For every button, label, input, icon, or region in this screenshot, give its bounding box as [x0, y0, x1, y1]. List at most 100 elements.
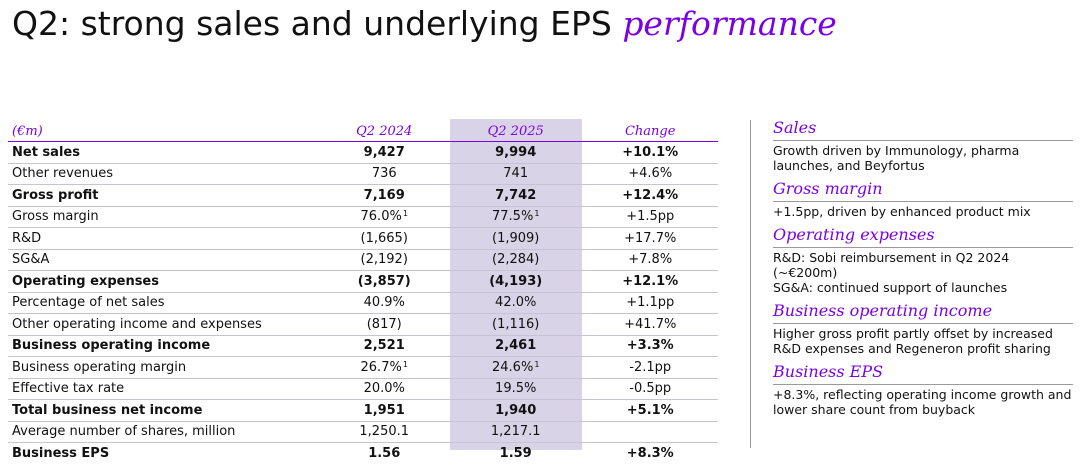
table-row: Business operating margin 26.7%1 24.6%1 -2.… — [8, 356, 718, 379]
cell-q2-2025: 1,217.1 — [448, 421, 583, 443]
note-heading: Operating expenses — [773, 225, 1073, 248]
cell-q2-2025: 42.0% — [448, 292, 583, 314]
header-q2-2025: Q2 2025 — [448, 121, 583, 142]
cell-change: +12.1% — [582, 270, 718, 293]
cell-change: +1.1pp — [582, 292, 718, 314]
cell-q2-2024: 20.0% — [319, 378, 449, 400]
table-row: Gross margin 76.0%1 77.5%1 +1.5pp — [8, 206, 718, 228]
note-text: SG&A: continued support of launches — [773, 280, 1008, 295]
note-block: Business EPS +8.3%, reflecting operating … — [773, 362, 1073, 417]
table-row: Net sales 9,427 9,994 +10.1% — [8, 141, 718, 164]
row-label: Effective tax rate — [8, 378, 320, 400]
cell-q2-2025: 1,940 — [448, 399, 583, 422]
row-label: Total business net income — [8, 399, 320, 422]
cell-q2-2024: 1,951 — [319, 399, 449, 422]
cell-change: +12.4% — [582, 184, 718, 207]
header-unit: (€m) — [8, 121, 320, 142]
cell-q2-2024: 1.56 — [368, 445, 401, 461]
row-label: Percentage of net sales — [8, 292, 320, 314]
cell-q2-2025: (4,193) — [448, 270, 583, 293]
row-label: Business operating margin — [8, 356, 320, 379]
row-label: Net sales — [8, 141, 320, 164]
cell-change: +8.3% — [626, 445, 674, 461]
note-heading: Business EPS — [773, 362, 1073, 385]
title-main: Q2: strong sales and underlying EPS — [12, 4, 612, 43]
note-heading: Sales — [773, 118, 1073, 141]
row-label: Gross profit — [8, 184, 320, 207]
note-text: Growth driven by Immunology, pharma laun… — [773, 143, 1020, 173]
cell-change: +41.7% — [582, 313, 718, 336]
table-row: Operating expenses (3,857) (4,193) +12.1% — [8, 270, 718, 293]
note-text: +8.3%, reflecting operating income growt… — [773, 387, 1072, 417]
row-label: Operating expenses — [8, 270, 320, 293]
cell-change: +5.1% — [582, 399, 718, 422]
cell-q2-2024: 7,169 — [319, 184, 449, 207]
note-text: R&D: Sobi reimbursement in Q2 2024 (~€20… — [773, 250, 1010, 280]
cell-q2-2025: 77.5%1 — [448, 206, 583, 228]
table-row: Average number of shares, million 1,250.1… — [8, 421, 718, 443]
cell-change: -2.1pp — [582, 356, 718, 379]
cell-change: +10.1% — [582, 141, 718, 164]
note-block: Operating expenses R&D: Sobi reimbursemen… — [773, 225, 1073, 295]
note-text: Higher gross profit partly offset by inc… — [773, 326, 1053, 356]
cell-q2-2024: 9,427 — [319, 141, 449, 164]
cell-q2-2024: 26.7%1 — [319, 356, 449, 379]
cell-q2-2024: (3,857) — [319, 270, 449, 293]
page-title: Q2: strong sales and underlying EPS perf… — [12, 2, 837, 46]
title-accent: performance — [622, 4, 837, 43]
cell-q2-2024: (1,665) — [319, 227, 449, 250]
cell-q2-2025: 19.5% — [448, 378, 583, 400]
footnote-marker: 1 — [534, 209, 540, 219]
financials-table: (€m) Q2 2024 Q2 2025 Change Net sales 9,4… — [8, 121, 718, 464]
cell-q2-2025: 2,461 — [448, 335, 583, 357]
table-row: Other revenues 736 741 +4.6% — [8, 163, 718, 185]
note-heading: Business operating income — [773, 301, 1073, 324]
row-label: Gross margin — [8, 206, 320, 228]
footnote-marker: 1 — [534, 359, 540, 369]
note-text: +1.5pp, driven by enhanced product mix — [773, 204, 1031, 219]
cell-q2-2025: 1.59 — [499, 445, 532, 461]
note-block: Sales Growth driven by Immunology, pharma… — [773, 118, 1073, 173]
cell-q2-2024: 2,521 — [319, 335, 449, 357]
table-header-row: (€m) Q2 2024 Q2 2025 Change — [8, 121, 718, 142]
row-label: Business operating income — [8, 335, 320, 357]
row-label: Business EPS — [12, 445, 110, 461]
note-heading: Gross margin — [773, 179, 1073, 202]
commentary-panel: Sales Growth driven by Immunology, pharma… — [773, 118, 1073, 423]
header-change: Change — [582, 121, 718, 142]
table-row: Other operating income and expenses (817)… — [8, 313, 718, 336]
cell-change: +7.8% — [582, 249, 718, 271]
header-q2-2024: Q2 2024 — [319, 121, 449, 142]
cell-q2-2024: 40.9% — [319, 292, 449, 314]
vertical-divider — [750, 120, 751, 448]
table-row: Business operating income 2,521 2,461 +3.3% — [8, 335, 718, 357]
table-row: Percentage of net sales 40.9% 42.0% +1.1pp — [8, 292, 718, 314]
cell-change: -0.5pp — [582, 378, 718, 400]
cell-q2-2025: 741 — [448, 163, 583, 185]
cell-change: +3.3% — [582, 335, 718, 357]
cell-q2-2024: (817) — [319, 313, 449, 336]
cell-q2-2024: 736 — [319, 163, 449, 185]
cell-change — [582, 421, 718, 443]
footnote-marker: 1 — [402, 209, 408, 219]
note-block: Gross margin +1.5pp, driven by enhanced p… — [773, 179, 1073, 219]
cell-q2-2025: 7,742 — [448, 184, 583, 207]
cell-change: +1.5pp — [582, 206, 718, 228]
table-row: Gross profit 7,169 7,742 +12.4% — [8, 184, 718, 207]
cell-q2-2024: 76.0%1 — [319, 206, 449, 228]
table-row: Effective tax rate 20.0% 19.5% -0.5pp — [8, 378, 718, 400]
note-block: Business operating income Higher gross pr… — [773, 301, 1073, 356]
cell-q2-2025: 9,994 — [448, 141, 583, 164]
row-label: R&D — [8, 227, 320, 250]
cell-q2-2024: 1,250.1 — [319, 421, 449, 443]
cell-change: +4.6% — [582, 163, 718, 185]
table-row: Business EPS 1.56 1.59 +8.3% — [8, 443, 718, 464]
row-label: Other revenues — [8, 163, 320, 185]
cell-q2-2025: (1,909) — [448, 227, 583, 250]
cell-change: +17.7% — [582, 227, 718, 250]
row-label: Average number of shares, million — [8, 421, 320, 443]
cell-q2-2025: 24.6%1 — [448, 356, 583, 379]
row-label: SG&A — [8, 249, 320, 271]
row-label: Other operating income and expenses — [8, 313, 320, 336]
table-row: Total business net income 1,951 1,940 +5.1% — [8, 399, 718, 422]
